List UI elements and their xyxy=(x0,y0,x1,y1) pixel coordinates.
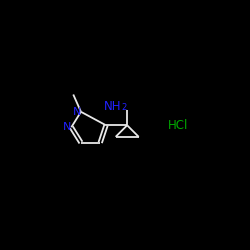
Text: N: N xyxy=(63,122,71,132)
Text: 2: 2 xyxy=(122,104,127,112)
Text: NH: NH xyxy=(104,100,122,112)
Text: HCl: HCl xyxy=(168,119,188,132)
Text: N: N xyxy=(72,107,81,117)
